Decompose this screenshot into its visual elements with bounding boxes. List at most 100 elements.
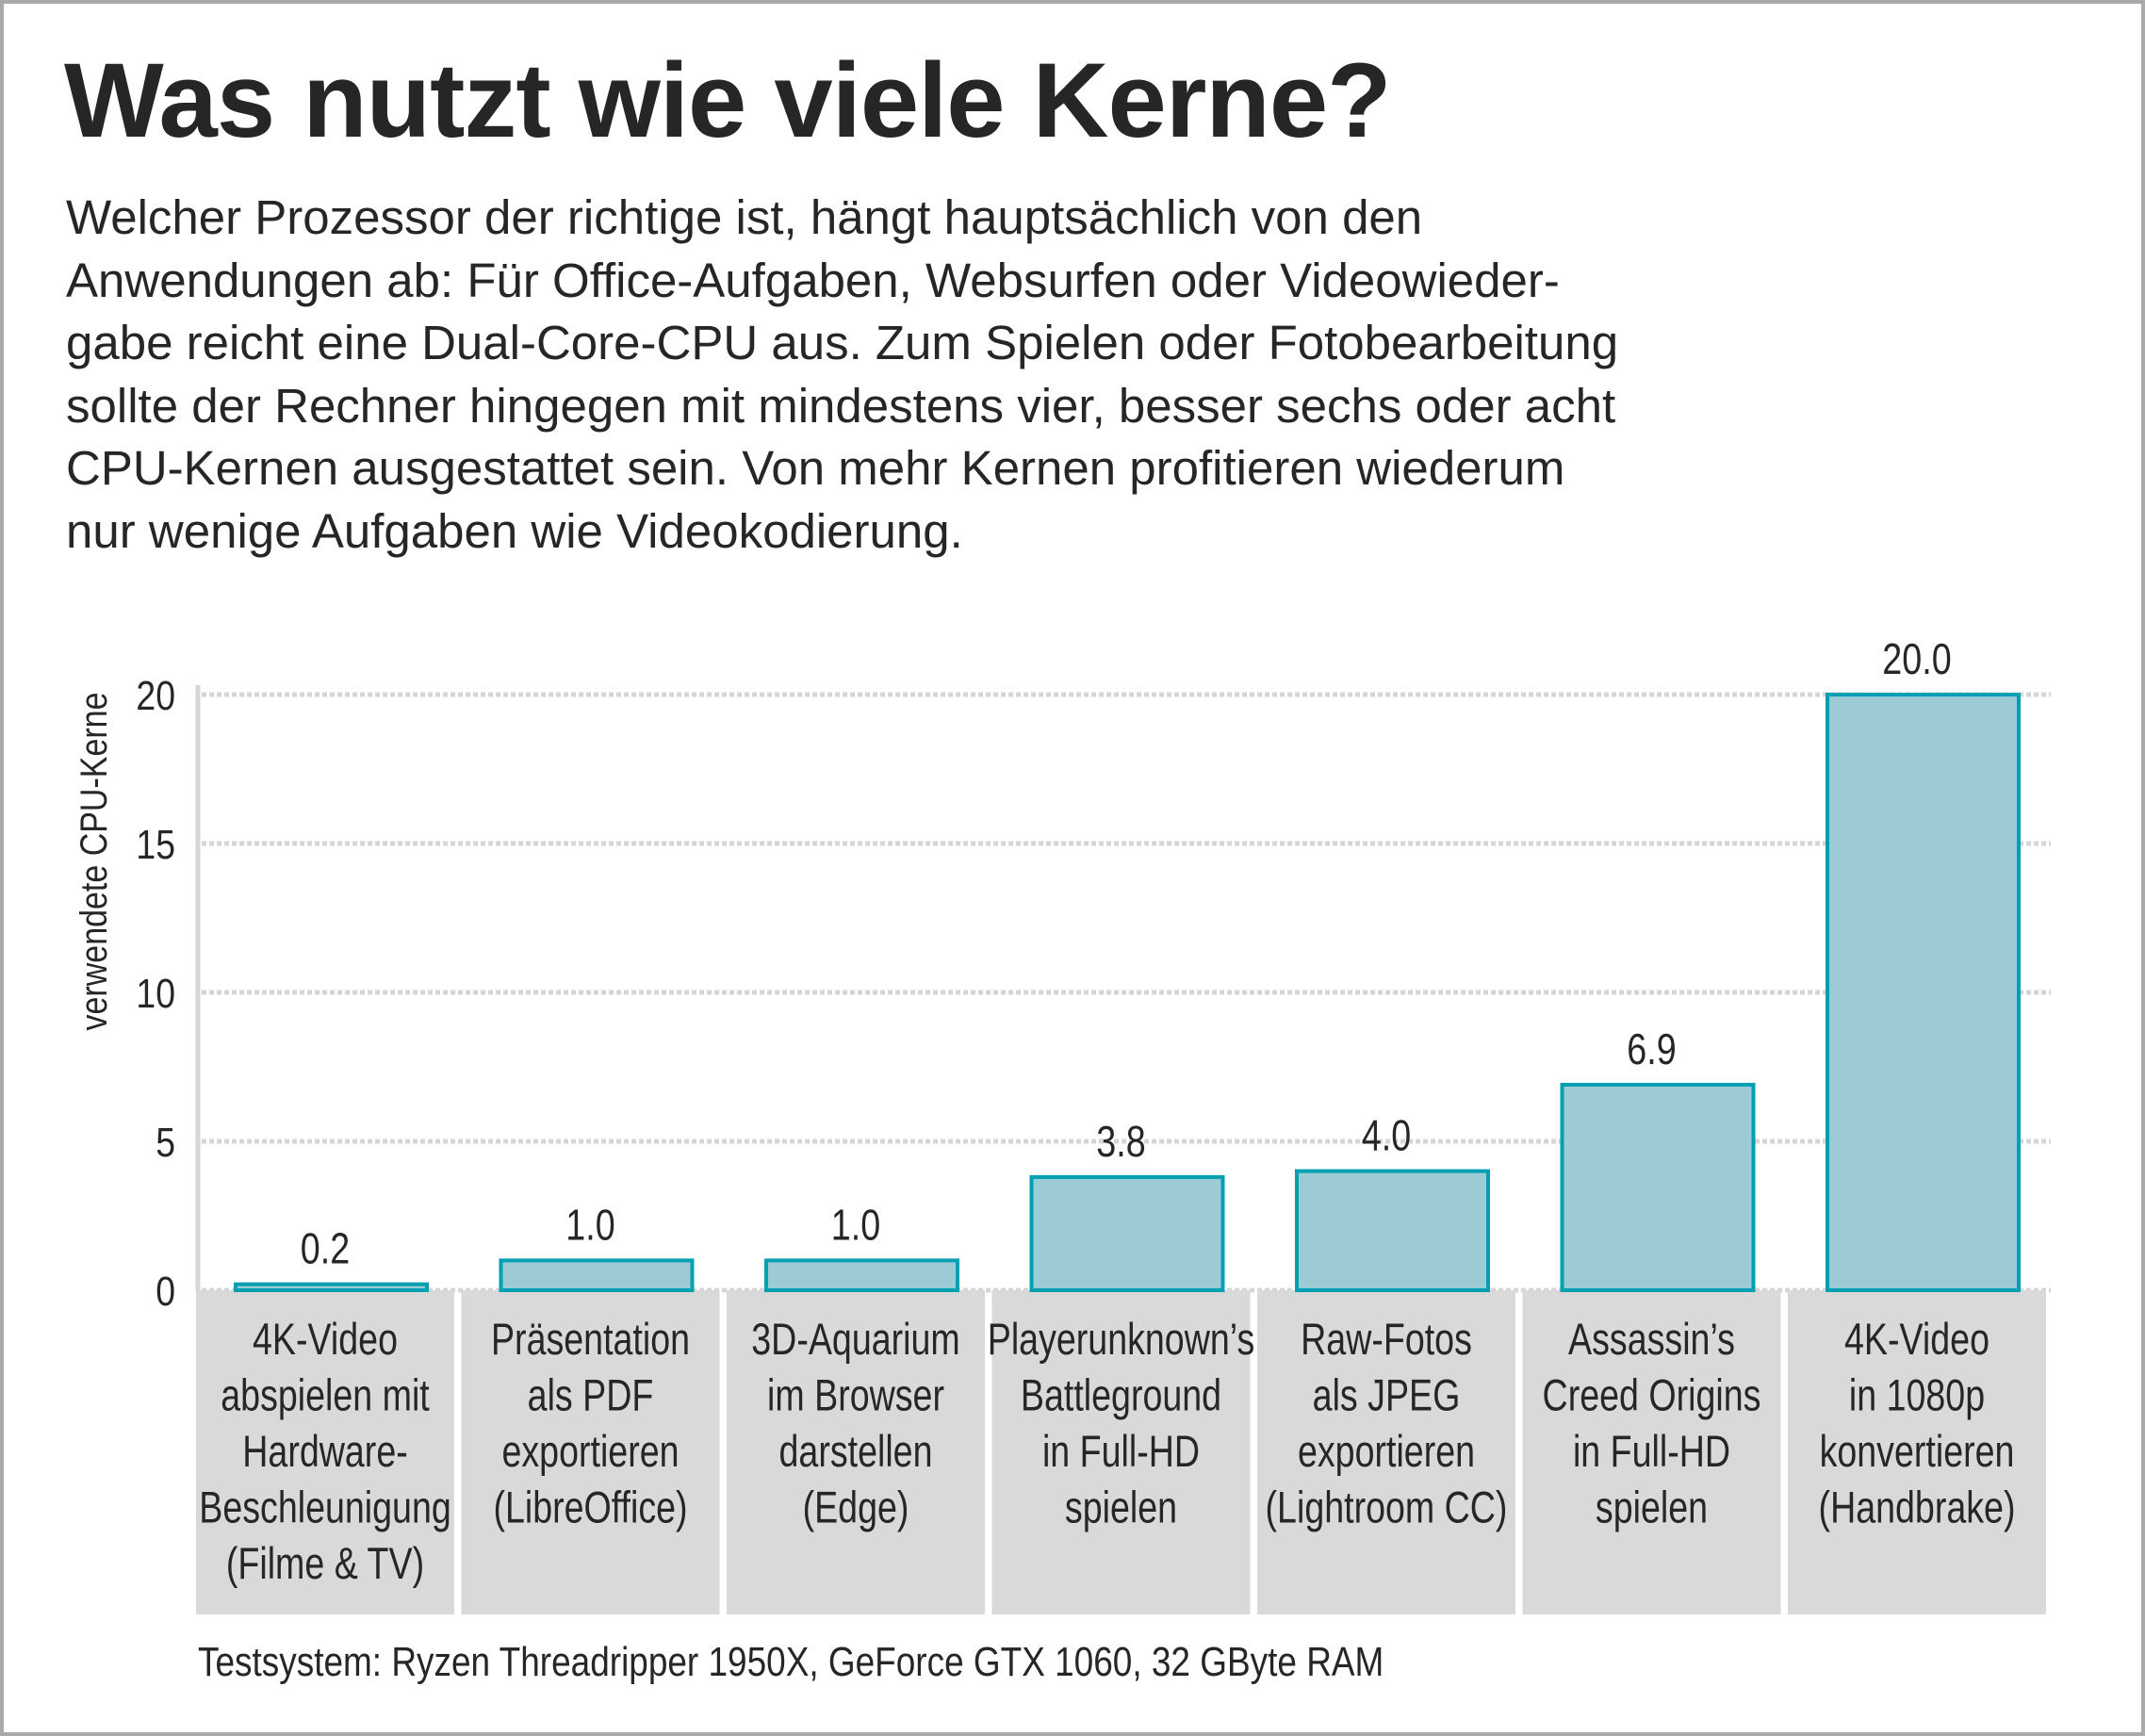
data-label: 1.0 — [565, 1201, 614, 1249]
bar — [1826, 693, 2021, 1292]
category-label: in 1080p — [1849, 1371, 1985, 1421]
y-tick-label: 5 — [156, 1119, 175, 1166]
y-tick-label: 10 — [136, 970, 175, 1017]
category-label: Hardware- — [242, 1427, 407, 1477]
category-box — [196, 1290, 454, 1614]
y-axis-label: verwendete CPU-Kerne — [72, 693, 114, 1031]
intro-line: CPU-Kernen ausgestattet sein. Von mehr K… — [66, 441, 1565, 495]
category-label-group: in 1080p — [1849, 1371, 1985, 1421]
category-label-group: 3D-Aquarium — [751, 1315, 959, 1365]
category-label: darstellen — [779, 1427, 933, 1477]
category-box — [1522, 1290, 1781, 1614]
category-label: (Filme & TV) — [226, 1539, 424, 1589]
intro-line: gabe reicht eine Dual-Core-CPU aus. Zum … — [66, 316, 1619, 369]
category-label: (Edge) — [803, 1483, 909, 1533]
category-label-group: (Filme & TV) — [226, 1539, 424, 1589]
category-label-group: Playerunknown’s — [988, 1315, 1254, 1365]
category-label-group: (LibreOffice) — [493, 1483, 687, 1533]
footnote: Testsystem: Ryzen Threadripper 1950X, Ge… — [198, 1638, 1384, 1685]
category-label-group: spielen — [1065, 1483, 1177, 1533]
category-box — [461, 1290, 720, 1614]
bar — [1295, 1169, 1490, 1292]
intro-line: Welcher Prozessor der richtige ist, häng… — [66, 190, 1423, 244]
category-label-group: (Handbrake) — [1819, 1483, 2016, 1533]
y-tick-label-group: 15 — [136, 821, 175, 868]
category-label-group: in Full-HD — [1042, 1427, 1200, 1477]
data-label-group: 4.0 — [1362, 1111, 1411, 1159]
category-label: spielen — [1065, 1483, 1177, 1533]
category-label-group: 4K-Video — [253, 1315, 398, 1365]
category-label: Beschleunigung — [199, 1483, 451, 1533]
category-label: Playerunknown’s — [988, 1315, 1254, 1365]
data-label-group: 1.0 — [565, 1201, 614, 1249]
category-label: Assassin’s — [1568, 1315, 1735, 1365]
bar — [1560, 1082, 1756, 1292]
page-title: Was nutzt wie viele Kerne? — [64, 41, 1392, 159]
intro-line: sollte der Rechner hingegen mit mindeste… — [66, 378, 1616, 433]
category-label: exportieren — [1298, 1427, 1475, 1477]
data-label-group: 0.2 — [301, 1224, 350, 1272]
bar — [234, 1282, 429, 1293]
data-label: 6.9 — [1627, 1024, 1676, 1073]
category-label-group: Battleground — [1021, 1371, 1221, 1421]
y-tick-label-group: 10 — [136, 970, 175, 1017]
y-tick-label-group: 0 — [156, 1268, 175, 1315]
y-tick-label-group: 5 — [156, 1119, 175, 1166]
category-label-group: spielen — [1596, 1483, 1708, 1533]
category-label: konvertieren — [1820, 1427, 2015, 1477]
category-label-group: als JPEG — [1313, 1371, 1461, 1421]
category-label: Präsentation — [491, 1315, 690, 1365]
category-label: exportieren — [501, 1427, 679, 1477]
category-label: als PDF — [528, 1371, 654, 1421]
y-tick-label: 0 — [156, 1268, 175, 1315]
category-label: in Full-HD — [1042, 1427, 1200, 1477]
category-label: abspielen mit — [221, 1371, 430, 1421]
category-box — [1257, 1290, 1515, 1614]
category-label-group: Assassin’s — [1568, 1315, 1735, 1365]
data-label: 1.0 — [831, 1201, 880, 1249]
intro-line: nur wenige Aufgaben wie Videokodierung. — [66, 503, 963, 558]
category-label: Battleground — [1021, 1371, 1221, 1421]
category-label: 4K-Video — [1844, 1315, 1989, 1365]
data-label-group: 3.8 — [1096, 1117, 1145, 1165]
category-label-group: Beschleunigung — [199, 1483, 451, 1533]
bar — [499, 1258, 695, 1293]
category-label: 4K-Video — [253, 1315, 398, 1365]
category-box — [991, 1290, 1251, 1614]
category-label: (LibreOffice) — [493, 1483, 687, 1533]
category-label-group: 4K-Video — [1844, 1315, 1989, 1365]
y-tick-label-group: 20 — [136, 672, 175, 719]
category-label: als JPEG — [1313, 1371, 1461, 1421]
category-label-group: darstellen — [779, 1427, 933, 1477]
category-label-group: konvertieren — [1820, 1427, 2015, 1477]
intro-text: Welcher Prozessor der richtige ist, häng… — [66, 187, 1618, 563]
category-label: (Handbrake) — [1819, 1483, 2016, 1533]
data-label-group: 20.0 — [1882, 634, 1951, 682]
category-label-group: Raw-Fotos — [1301, 1315, 1472, 1365]
category-label: im Browser — [767, 1371, 944, 1421]
data-label: 0.2 — [301, 1224, 350, 1272]
data-label: 3.8 — [1096, 1117, 1145, 1165]
category-label-group: Präsentation — [491, 1315, 690, 1365]
category-box — [1788, 1290, 2046, 1614]
category-label-group: in Full-HD — [1573, 1427, 1730, 1477]
category-label: spielen — [1596, 1483, 1708, 1533]
bar — [1029, 1174, 1225, 1293]
data-label-group: 1.0 — [831, 1201, 880, 1249]
category-label-group: als PDF — [528, 1371, 654, 1421]
category-label: 3D-Aquarium — [751, 1315, 959, 1365]
category-label-group: im Browser — [767, 1371, 944, 1421]
category-box — [727, 1290, 985, 1614]
data-label: 4.0 — [1362, 1111, 1411, 1159]
category-label: (Lightroom CC) — [1266, 1483, 1508, 1533]
category-label-group: (Edge) — [803, 1483, 909, 1533]
category-label: Creed Origins — [1543, 1371, 1761, 1421]
bar — [764, 1258, 959, 1293]
category-label: in Full-HD — [1573, 1427, 1730, 1477]
data-label: 20.0 — [1882, 634, 1951, 682]
intro-line: Anwendungen ab: Für Office-Aufgaben, Web… — [66, 253, 1560, 307]
category-label: Raw-Fotos — [1301, 1315, 1472, 1365]
category-label-group: (Lightroom CC) — [1266, 1483, 1508, 1533]
